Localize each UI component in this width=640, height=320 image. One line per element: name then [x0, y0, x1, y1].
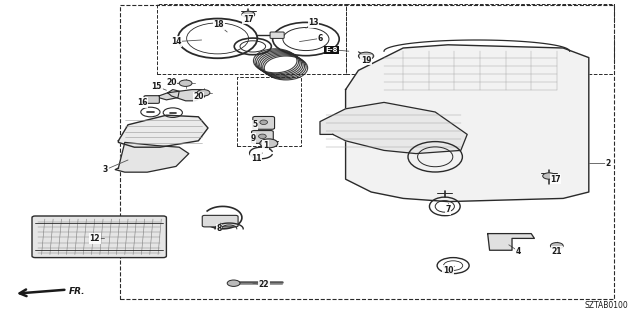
Text: 3: 3	[103, 165, 108, 174]
Text: 18: 18	[214, 20, 224, 29]
Polygon shape	[488, 234, 534, 250]
Text: E-8: E-8	[325, 47, 338, 52]
Text: 21: 21	[552, 247, 562, 256]
Circle shape	[550, 243, 563, 249]
Text: 10: 10	[443, 266, 453, 275]
FancyBboxPatch shape	[270, 32, 284, 38]
Text: 2: 2	[605, 159, 611, 168]
Text: 1: 1	[263, 141, 268, 150]
Text: SZTAB0100: SZTAB0100	[585, 301, 628, 310]
FancyBboxPatch shape	[32, 216, 166, 258]
Text: 7: 7	[445, 205, 451, 214]
Circle shape	[197, 90, 210, 96]
Text: 9: 9	[250, 134, 255, 143]
Circle shape	[227, 280, 240, 286]
Text: 11: 11	[251, 154, 261, 163]
Polygon shape	[320, 102, 467, 154]
Polygon shape	[115, 142, 189, 172]
FancyBboxPatch shape	[202, 215, 238, 227]
Text: 20: 20	[193, 92, 204, 101]
Circle shape	[179, 80, 192, 86]
Polygon shape	[118, 115, 208, 147]
Ellipse shape	[260, 120, 268, 124]
Text: 20: 20	[166, 78, 177, 87]
Text: 4: 4	[516, 247, 521, 256]
Text: 15: 15	[152, 82, 162, 91]
Polygon shape	[159, 90, 179, 100]
Text: 17: 17	[243, 15, 253, 24]
Ellipse shape	[259, 134, 266, 139]
Circle shape	[358, 52, 374, 60]
Text: 22: 22	[259, 280, 269, 289]
Text: 17: 17	[550, 175, 561, 184]
FancyBboxPatch shape	[252, 131, 273, 143]
Text: 13: 13	[308, 18, 319, 27]
Circle shape	[242, 11, 255, 18]
Polygon shape	[346, 45, 589, 202]
Text: FR.: FR.	[69, 287, 86, 296]
Text: 12: 12	[90, 234, 100, 243]
Text: 16: 16	[137, 98, 147, 107]
Circle shape	[260, 139, 278, 148]
Polygon shape	[168, 90, 205, 101]
Text: 5: 5	[252, 120, 257, 129]
Text: 19: 19	[361, 56, 371, 65]
Circle shape	[543, 173, 556, 179]
Text: 8: 8	[216, 224, 221, 233]
Text: 6: 6	[317, 34, 323, 43]
FancyBboxPatch shape	[253, 116, 275, 129]
Text: E-8: E-8	[325, 47, 338, 52]
Text: 14: 14	[171, 37, 181, 46]
FancyBboxPatch shape	[144, 96, 159, 103]
